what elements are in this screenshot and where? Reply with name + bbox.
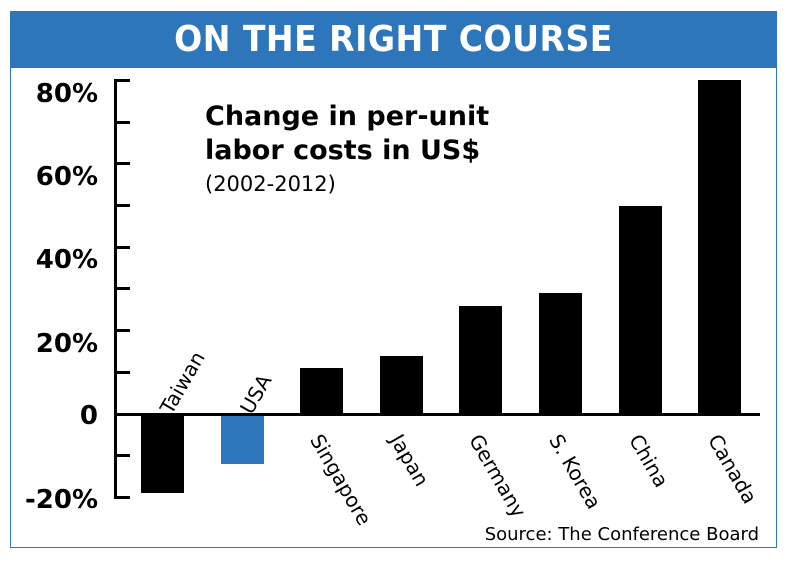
y-tick-mark xyxy=(114,329,130,333)
bar-canada xyxy=(698,80,742,414)
bar-germany xyxy=(459,305,503,414)
y-tick-label: 80% xyxy=(35,79,98,109)
chart-subtitle: (2002-2012) xyxy=(205,172,336,196)
y-tick-mark xyxy=(114,204,130,207)
y-tick-mark xyxy=(114,78,130,82)
chart-title-block: Change in per-unit labor costs in US$ (2… xyxy=(205,100,535,196)
y-tick-mark xyxy=(114,162,130,166)
bar-s-korea xyxy=(539,293,582,414)
header-title: ON THE RIGHT COURSE xyxy=(174,19,613,60)
y-tick-mark xyxy=(114,454,130,458)
chart-header: ON THE RIGHT COURSE xyxy=(10,11,777,68)
bar-taiwan xyxy=(141,414,184,494)
y-tick-mark xyxy=(114,245,130,249)
y-tick-label: -20% xyxy=(24,485,98,515)
bar-japan xyxy=(379,355,423,414)
y-tick-label: 0 xyxy=(79,401,98,431)
y-tick-label: 20% xyxy=(35,329,98,359)
chart-title: Change in per-unit labor costs in US$ xyxy=(205,101,490,166)
bar-china xyxy=(618,205,662,414)
y-tick-label: 60% xyxy=(35,162,98,192)
y-tick-mark xyxy=(114,370,130,374)
bar-usa xyxy=(220,414,264,465)
y-tick-mark xyxy=(114,120,130,124)
source-note: Source: The Conference Board xyxy=(484,524,759,545)
y-tick-mark xyxy=(114,495,130,499)
y-tick-mark xyxy=(114,287,130,291)
y-tick-label: 40% xyxy=(35,245,98,275)
zero-baseline xyxy=(114,413,760,416)
bar-singapore xyxy=(300,368,344,414)
